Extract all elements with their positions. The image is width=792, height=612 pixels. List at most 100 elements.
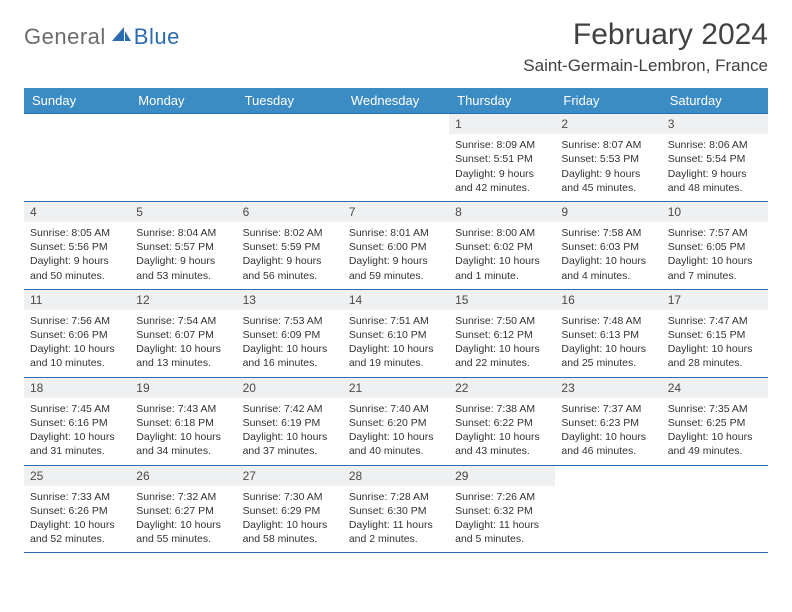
day-number-cell: 1 (449, 114, 555, 135)
day1-text: Daylight: 10 hours (455, 430, 549, 444)
sunrise-text: Sunrise: 7:56 AM (30, 314, 124, 328)
day1-text: Daylight: 10 hours (136, 430, 230, 444)
sunrise-text: Sunrise: 7:48 AM (561, 314, 655, 328)
weekday-header: Monday (130, 88, 236, 114)
day-detail-cell: Sunrise: 7:37 AMSunset: 6:23 PMDaylight:… (555, 398, 661, 465)
calendar-body: 123Sunrise: 8:09 AMSunset: 5:51 PMDaylig… (24, 114, 768, 553)
day-number-cell: 13 (237, 289, 343, 310)
sunset-text: Sunset: 6:06 PM (30, 328, 124, 342)
day-number-cell: 7 (343, 201, 449, 222)
day-number-cell: 3 (662, 114, 768, 135)
sunrise-text: Sunrise: 7:38 AM (455, 402, 549, 416)
day-number-cell: 4 (24, 201, 130, 222)
weekday-header: Sunday (24, 88, 130, 114)
day2-text: and 10 minutes. (30, 356, 124, 370)
day2-text: and 42 minutes. (455, 181, 549, 195)
day1-text: Daylight: 10 hours (243, 342, 337, 356)
sunrise-text: Sunrise: 8:07 AM (561, 138, 655, 152)
sunset-text: Sunset: 5:54 PM (668, 152, 762, 166)
day2-text: and 55 minutes. (136, 532, 230, 546)
sunrise-text: Sunrise: 7:30 AM (243, 490, 337, 504)
day-detail-cell: Sunrise: 7:26 AMSunset: 6:32 PMDaylight:… (449, 486, 555, 553)
day1-text: Daylight: 9 hours (455, 167, 549, 181)
day1-text: Daylight: 10 hours (561, 342, 655, 356)
day-number-cell: 29 (449, 465, 555, 486)
sunrise-text: Sunrise: 7:45 AM (30, 402, 124, 416)
sunset-text: Sunset: 5:57 PM (136, 240, 230, 254)
sunset-text: Sunset: 5:51 PM (455, 152, 549, 166)
day-detail-cell: Sunrise: 7:53 AMSunset: 6:09 PMDaylight:… (237, 310, 343, 377)
calendar-table: SundayMondayTuesdayWednesdayThursdayFrid… (24, 88, 768, 553)
day1-text: Daylight: 10 hours (349, 342, 443, 356)
day1-text: Daylight: 10 hours (561, 430, 655, 444)
sunset-text: Sunset: 6:07 PM (136, 328, 230, 342)
logo-text-general: General (24, 24, 106, 50)
day2-text: and 31 minutes. (30, 444, 124, 458)
day1-text: Daylight: 10 hours (455, 342, 549, 356)
day-detail-cell: Sunrise: 7:40 AMSunset: 6:20 PMDaylight:… (343, 398, 449, 465)
day2-text: and 13 minutes. (136, 356, 230, 370)
day1-text: Daylight: 9 hours (349, 254, 443, 268)
day1-text: Daylight: 10 hours (136, 342, 230, 356)
day2-text: and 28 minutes. (668, 356, 762, 370)
day-detail-cell (343, 134, 449, 201)
day1-text: Daylight: 9 hours (136, 254, 230, 268)
day-detail-cell: Sunrise: 7:35 AMSunset: 6:25 PMDaylight:… (662, 398, 768, 465)
day2-text: and 43 minutes. (455, 444, 549, 458)
sunrise-text: Sunrise: 7:50 AM (455, 314, 549, 328)
day1-text: Daylight: 10 hours (349, 430, 443, 444)
day-number-cell: 11 (24, 289, 130, 310)
day1-text: Daylight: 10 hours (561, 254, 655, 268)
sunset-text: Sunset: 6:22 PM (455, 416, 549, 430)
header: General Blue February 2024 Saint-Germain… (24, 18, 768, 76)
day-detail-cell: Sunrise: 7:48 AMSunset: 6:13 PMDaylight:… (555, 310, 661, 377)
sunset-text: Sunset: 6:25 PM (668, 416, 762, 430)
sunrise-text: Sunrise: 7:37 AM (561, 402, 655, 416)
day-detail-cell: Sunrise: 7:58 AMSunset: 6:03 PMDaylight:… (555, 222, 661, 289)
day2-text: and 50 minutes. (30, 269, 124, 283)
calendar-page: General Blue February 2024 Saint-Germain… (0, 0, 792, 571)
day-detail-cell (24, 134, 130, 201)
day-detail-cell: Sunrise: 8:02 AMSunset: 5:59 PMDaylight:… (237, 222, 343, 289)
sunrise-text: Sunrise: 7:53 AM (243, 314, 337, 328)
sunrise-text: Sunrise: 7:51 AM (349, 314, 443, 328)
sunrise-text: Sunrise: 8:04 AM (136, 226, 230, 240)
day2-text: and 7 minutes. (668, 269, 762, 283)
sunset-text: Sunset: 6:16 PM (30, 416, 124, 430)
day1-text: Daylight: 10 hours (136, 518, 230, 532)
day-number-cell: 9 (555, 201, 661, 222)
day-detail-cell: Sunrise: 8:05 AMSunset: 5:56 PMDaylight:… (24, 222, 130, 289)
sunrise-text: Sunrise: 7:58 AM (561, 226, 655, 240)
day-number-row: 11121314151617 (24, 289, 768, 310)
day-detail-cell: Sunrise: 8:04 AMSunset: 5:57 PMDaylight:… (130, 222, 236, 289)
location-subtitle: Saint-Germain-Lembron, France (523, 56, 768, 76)
day-number-cell: 19 (130, 377, 236, 398)
day-number-cell: 23 (555, 377, 661, 398)
day-number-cell: 8 (449, 201, 555, 222)
sunrise-text: Sunrise: 7:32 AM (136, 490, 230, 504)
day-detail-row: Sunrise: 7:45 AMSunset: 6:16 PM Daylight:… (24, 398, 768, 465)
sunrise-text: Sunrise: 8:09 AM (455, 138, 549, 152)
day2-text: and 49 minutes. (668, 444, 762, 458)
sunset-text: Sunset: 6:10 PM (349, 328, 443, 342)
sunrise-text: Sunrise: 7:26 AM (455, 490, 549, 504)
day-detail-cell: Sunrise: 8:00 AMSunset: 6:02 PMDaylight:… (449, 222, 555, 289)
day-detail-cell: Sunrise: 7:45 AMSunset: 6:16 PMDaylight:… (24, 398, 130, 465)
day-number-cell: 14 (343, 289, 449, 310)
weekday-header: Wednesday (343, 88, 449, 114)
logo: General Blue (24, 18, 180, 50)
day-number-row: 18192021222324 (24, 377, 768, 398)
weekday-header: Saturday (662, 88, 768, 114)
day-number-cell: 22 (449, 377, 555, 398)
day-number-cell: 15 (449, 289, 555, 310)
sunset-text: Sunset: 6:00 PM (349, 240, 443, 254)
day-number-cell: 28 (343, 465, 449, 486)
sunset-text: Sunset: 5:56 PM (30, 240, 124, 254)
day-number-cell: 21 (343, 377, 449, 398)
day-number-row: 45678910 (24, 201, 768, 222)
day2-text: and 40 minutes. (349, 444, 443, 458)
sunrise-text: Sunrise: 8:05 AM (30, 226, 124, 240)
weekday-header: Thursday (449, 88, 555, 114)
sunset-text: Sunset: 6:20 PM (349, 416, 443, 430)
day2-text: and 59 minutes. (349, 269, 443, 283)
